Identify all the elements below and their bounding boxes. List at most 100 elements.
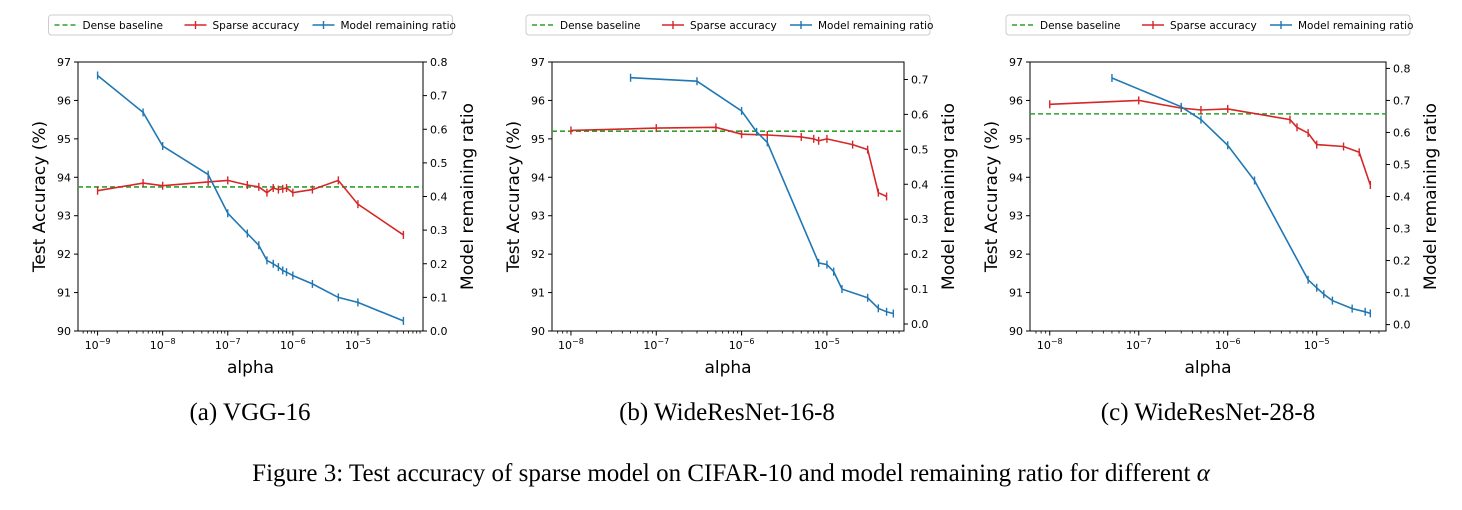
y-tick-label: 93 [531, 210, 545, 223]
legend-box [48, 14, 453, 36]
y-tick-label: 97 [531, 56, 545, 69]
legend-label: Model remaining ratio [818, 20, 933, 32]
legend: Dense baseline Sparse accuracy Model remai… [48, 14, 456, 36]
y-tick-label: 92 [531, 248, 545, 261]
y-axis-label: Test Accuracy (%) [30, 121, 50, 273]
legend: Dense baseline Sparse accuracy Model remai… [1005, 14, 1413, 36]
y2-tick-label: 0.3 [1393, 223, 1411, 236]
x-tick-label: 10−5 [1304, 337, 1330, 352]
chart-2: 90 91 92 93 94 95 96 97 0.0 0.1 0.2 0.3 0.4 0.5 0.6 0.7… [504, 14, 959, 426]
x-tick-label: 10−9 [85, 337, 111, 352]
legend-box [525, 14, 931, 36]
subcaption: (c) WideResNet-28-8 [1101, 399, 1315, 426]
y2-tick-label: 0.4 [911, 178, 929, 191]
y2-tick-label: 0.6 [911, 108, 929, 121]
y2-tick-label: 0.1 [911, 283, 929, 296]
y-axis-label: Test Accuracy (%) [982, 121, 1002, 273]
x-tick-label: 10−7 [643, 337, 669, 352]
sparse-accuracy-line [570, 126, 887, 198]
subcaption: (a) VGG-16 [189, 399, 310, 426]
y2-axis-label: Model remaining ratio [458, 103, 478, 290]
x-tick-label: 10−5 [345, 337, 371, 352]
y-tick-label: 97 [1009, 56, 1023, 69]
y2-tick-label: 0.0 [1393, 319, 1411, 332]
y-tick-label: 95 [57, 133, 71, 146]
y-tick-label: 97 [57, 56, 71, 69]
y-tick-label: 90 [57, 325, 71, 338]
x-tick-label: 10−5 [814, 337, 840, 352]
x-tick-label: 10−8 [558, 337, 584, 352]
x-tick-label: 10−8 [150, 337, 176, 352]
y-tick-label: 91 [57, 287, 71, 300]
y2-tick-label: 0.0 [430, 325, 448, 338]
y-tick-label: 95 [1009, 133, 1023, 146]
y2-tick-label: 0.7 [430, 90, 448, 103]
y-tick-label: 93 [57, 210, 71, 223]
model-remaining-ratio-line [630, 76, 894, 315]
y-tick-label: 95 [531, 133, 545, 146]
legend-label: Sparse accuracy [213, 20, 300, 32]
x-tick-label: 10−7 [1126, 337, 1152, 352]
y-tick-label: 93 [1009, 210, 1023, 223]
y-tick-label: 90 [1009, 325, 1023, 338]
y2-tick-label: 0.7 [911, 73, 929, 86]
y2-axis-label: Model remaining ratio [939, 103, 959, 290]
y2-tick-label: 0.0 [911, 318, 929, 331]
y2-tick-label: 0.5 [1393, 158, 1411, 171]
legend-box [1005, 14, 1411, 36]
y2-tick-label: 0.8 [1393, 62, 1411, 75]
x-tick-label: 10−6 [280, 337, 306, 352]
x-tick-label: 10−8 [1037, 337, 1063, 352]
legend-label: Sparse accuracy [690, 20, 777, 32]
y-tick-label: 91 [1009, 287, 1023, 300]
x-tick-label: 10−6 [1215, 337, 1241, 352]
y-tick-label: 96 [1009, 94, 1023, 107]
model-remaining-ratio-line [1111, 77, 1371, 315]
y-tick-label: 96 [57, 94, 71, 107]
y2-tick-label: 0.3 [430, 224, 448, 237]
y2-tick-label: 0.2 [911, 248, 929, 261]
legend-label: Dense baseline [83, 20, 163, 32]
y2-tick-label: 0.3 [911, 213, 929, 226]
y2-tick-label: 0.2 [430, 258, 448, 271]
y-tick-label: 94 [57, 171, 71, 184]
x-tick-label: 10−7 [215, 337, 241, 352]
y2-tick-label: 0.2 [1393, 255, 1411, 268]
y2-tick-label: 0.4 [1393, 191, 1411, 204]
x-axis-label: alpha [227, 358, 274, 378]
subcaption: (b) WideResNet-16-8 [619, 399, 835, 426]
y2-tick-label: 0.1 [430, 291, 448, 304]
legend-label: Dense baseline [1040, 20, 1120, 32]
legend-label: Model remaining ratio [341, 20, 456, 32]
y-tick-label: 90 [531, 325, 545, 338]
legend: Dense baseline Sparse accuracy Model remai… [525, 14, 933, 36]
figure-caption-symbol: α [1196, 460, 1210, 487]
legend-label: Dense baseline [560, 20, 640, 32]
x-axis-label: alpha [1184, 358, 1231, 378]
sparse-accuracy-line [1049, 99, 1372, 186]
y2-tick-label: 0.5 [911, 143, 929, 156]
y2-tick-label: 0.5 [430, 157, 448, 170]
y-tick-label: 94 [1009, 171, 1023, 184]
figure-caption-text: Figure 3: Test accuracy of sparse model … [252, 460, 1191, 487]
y2-tick-label: 0.1 [1393, 287, 1411, 300]
y2-tick-label: 0.6 [1393, 126, 1411, 139]
legend-label: Model remaining ratio [1298, 20, 1413, 32]
x-tick-label: 10−6 [729, 337, 755, 352]
y-tick-label: 91 [531, 287, 545, 300]
y2-tick-label: 0.7 [1393, 94, 1411, 107]
x-axis-label: alpha [704, 358, 751, 378]
y2-axis-label: Model remaining ratio [1421, 103, 1441, 290]
y-tick-label: 92 [57, 248, 71, 261]
chart-3: 90 91 92 93 94 95 96 97 0.0 0.1 0.2 0.3 0.4 0.5 0.6 0.7… [982, 14, 1441, 426]
chart-1: 90 91 92 93 94 95 96 97 0.0 0.1 0.2 0.3 0.4 0.5 0.6 0.7… [30, 14, 478, 426]
y-tick-label: 92 [1009, 248, 1023, 261]
figure-caption: Figure 3: Test accuracy of sparse model … [0, 460, 1462, 488]
y2-tick-label: 0.8 [430, 56, 448, 69]
y-axis-label: Test Accuracy (%) [504, 121, 524, 273]
y-tick-label: 96 [531, 94, 545, 107]
legend-label: Sparse accuracy [1170, 20, 1257, 32]
y2-tick-label: 0.4 [430, 191, 448, 204]
y-tick-label: 94 [531, 171, 545, 184]
